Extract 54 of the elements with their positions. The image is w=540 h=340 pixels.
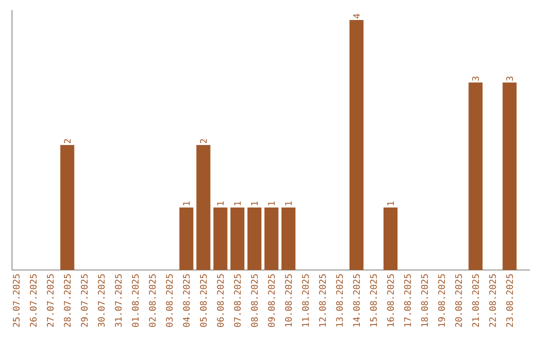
x-tick-label: 27.07.2025 — [46, 274, 54, 327]
x-tick-label: 20.08.2025 — [455, 274, 462, 327]
data-label: 4 — [353, 14, 360, 18]
x-tick-label: 12.08.2025 — [319, 274, 326, 326]
x-tick-label: 25.07.2025 — [12, 274, 20, 327]
x-tick-label: 15.08.2025 — [370, 274, 377, 326]
x-tick-label: 13.08.2025 — [336, 274, 343, 326]
data-label: 2 — [64, 139, 71, 144]
x-tick-label: 26.07.2025 — [30, 274, 37, 327]
x-tick-label: 19.08.2025 — [438, 274, 445, 326]
x-tick-label: 29.07.2025 — [80, 274, 88, 327]
bar — [230, 208, 244, 270]
x-tick-label: 16.08.2025 — [387, 274, 394, 326]
data-label: 3 — [472, 76, 479, 81]
data-label: 1 — [268, 202, 275, 206]
data-label: 3 — [506, 76, 513, 81]
x-tick-label: 05.08.2025 — [200, 274, 207, 327]
bar — [196, 144, 210, 270]
x-tick-label: 22.08.2025 — [489, 274, 496, 327]
x-tick-label: 14.08.2025 — [353, 274, 360, 326]
x-tick-label: 21.08.2025 — [472, 274, 479, 327]
data-label: 1 — [217, 202, 224, 206]
bar — [179, 208, 194, 270]
x-tick-label: 06.08.2025 — [217, 274, 224, 327]
x-tick-label: 30.07.2025 — [98, 274, 105, 327]
x-tick-label: 11.08.2025 — [302, 274, 309, 326]
data-label: 1 — [387, 202, 394, 206]
bar — [60, 144, 74, 270]
x-tick-label: 18.08.2025 — [421, 274, 428, 326]
bar — [247, 208, 262, 270]
x-tick-label: 01.08.2025 — [132, 274, 139, 327]
x-tick-label: 28.07.2025 — [64, 274, 71, 327]
data-label: 1 — [183, 202, 190, 206]
x-tick-label: 03.08.2025 — [166, 274, 173, 327]
data-label: 1 — [285, 202, 292, 206]
data-label: 2 — [200, 139, 207, 144]
bar — [468, 82, 483, 270]
x-tick-label: 04.08.2025 — [182, 274, 190, 327]
x-tick-label: 23.08.2025 — [506, 274, 513, 327]
x-tick-label: 09.08.2025 — [268, 274, 275, 327]
bar — [349, 20, 364, 270]
bar — [213, 208, 228, 270]
bar — [264, 208, 278, 270]
x-tick-label: 10.08.2025 — [285, 274, 292, 326]
data-label: 1 — [234, 202, 241, 206]
x-tick-label: 02.08.2025 — [148, 274, 156, 327]
x-tick-label: 31.07.2025 — [114, 274, 122, 327]
bar — [384, 208, 398, 270]
data-label: 1 — [251, 202, 258, 206]
x-tick-label: 08.08.2025 — [251, 274, 258, 327]
bar — [281, 208, 296, 270]
x-tick-label: 07.08.2025 — [234, 274, 241, 327]
bar — [502, 82, 517, 270]
x-tick-label: 17.08.2025 — [404, 274, 411, 326]
